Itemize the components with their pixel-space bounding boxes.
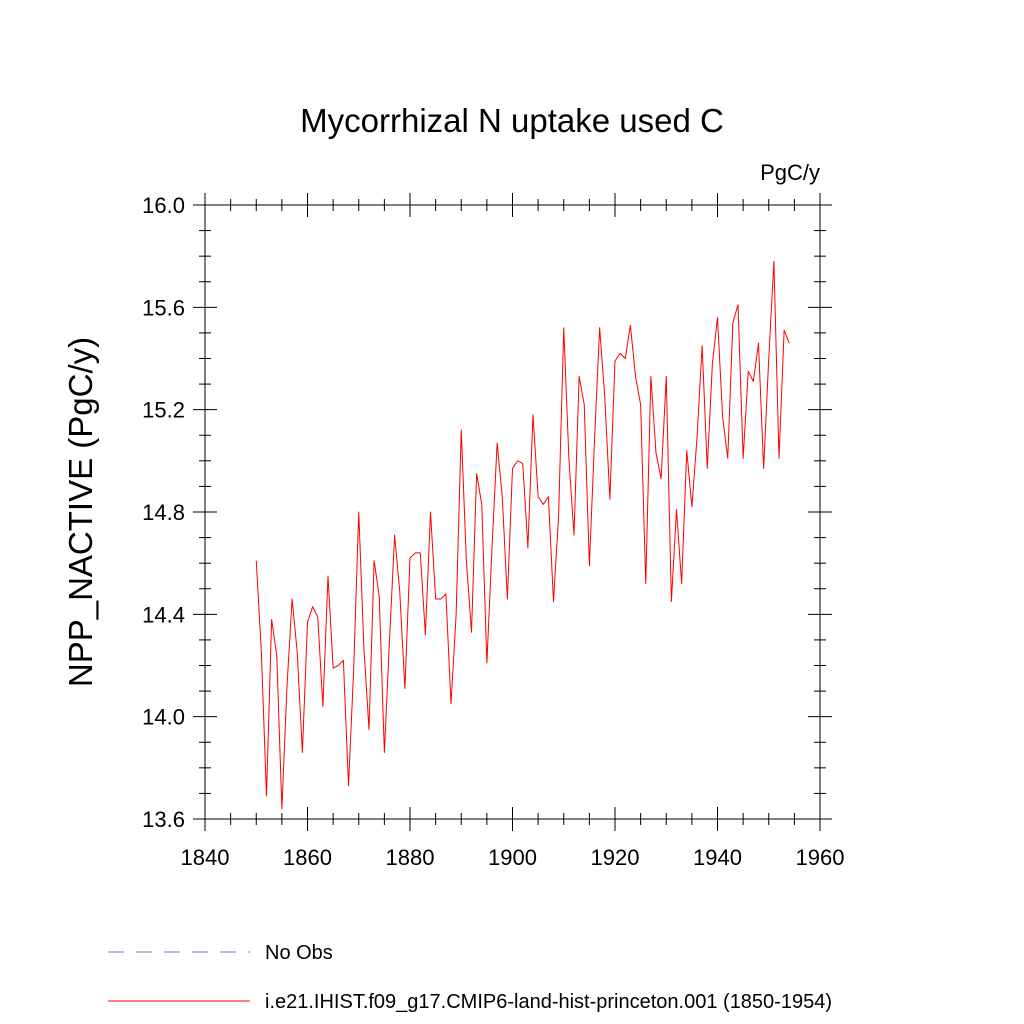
y-tick-label: 14.0 bbox=[142, 705, 185, 730]
x-tick-label: 1960 bbox=[796, 845, 845, 870]
units-label: PgC/y bbox=[760, 160, 820, 185]
series-line bbox=[255, 260, 790, 810]
legend: No Obs i.e21.IHIST.f09_g17.CMIP6-land-his… bbox=[108, 942, 832, 1013]
y-tick-label: 15.6 bbox=[142, 295, 185, 320]
x-tick-label: 1920 bbox=[591, 845, 640, 870]
series-layer bbox=[255, 260, 790, 810]
y-tick-label: 16.0 bbox=[142, 193, 185, 218]
y-axis-label: NPP_NACTIVE (PgC/y) bbox=[62, 337, 99, 687]
x-tick-label: 1880 bbox=[386, 845, 435, 870]
x-tick-label: 1900 bbox=[488, 845, 537, 870]
plot-frame bbox=[204, 204, 821, 820]
x-tick-label: 1940 bbox=[693, 845, 742, 870]
y-tick-label: 14.4 bbox=[142, 602, 185, 627]
y-tick-label: 13.6 bbox=[142, 807, 185, 832]
legend-label: No Obs bbox=[265, 942, 333, 964]
y-tick-label: 15.2 bbox=[142, 398, 185, 423]
x-tick-label: 1840 bbox=[181, 845, 230, 870]
axis-ticks: 1840 1860 1880 1900 1920 1940 1960 13.6 14.0 14.4… bbox=[142, 193, 844, 870]
chart-title: Mycorrhizal N uptake used C bbox=[300, 102, 724, 139]
x-tick-label: 1860 bbox=[283, 845, 332, 870]
legend-label: i.e21.IHIST.f09_g17.CMIP6-land-hist-prin… bbox=[265, 991, 832, 1013]
y-tick-label: 14.8 bbox=[142, 500, 185, 525]
